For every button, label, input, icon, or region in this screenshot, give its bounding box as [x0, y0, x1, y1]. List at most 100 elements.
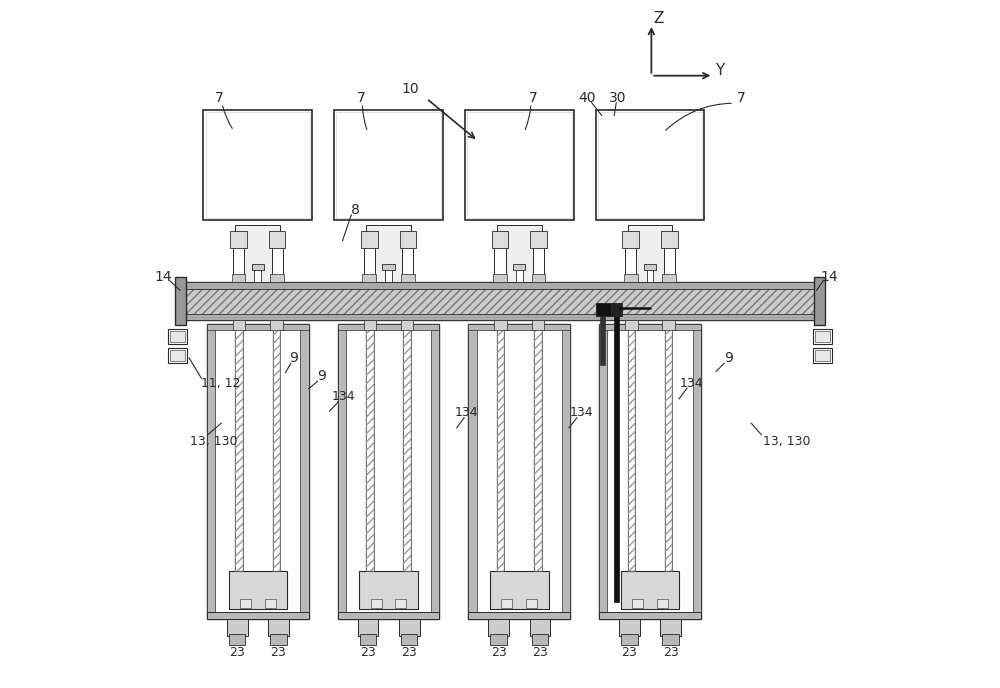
Bar: [272, 233, 283, 282]
Bar: [168, 348, 187, 363]
Bar: [395, 599, 406, 608]
Bar: [273, 321, 280, 571]
Bar: [229, 571, 287, 609]
Bar: [813, 348, 832, 363]
Text: Z: Z: [653, 11, 663, 26]
Bar: [401, 274, 415, 282]
Bar: [815, 350, 830, 361]
Bar: [371, 599, 382, 608]
Bar: [497, 225, 542, 282]
Bar: [468, 324, 477, 619]
Bar: [622, 230, 639, 248]
Bar: [647, 268, 653, 282]
Bar: [644, 264, 656, 270]
Bar: [665, 321, 672, 571]
Text: 9: 9: [724, 351, 733, 365]
Bar: [530, 619, 550, 636]
Bar: [614, 305, 619, 602]
Bar: [534, 321, 542, 571]
Bar: [662, 320, 675, 330]
Bar: [403, 321, 411, 571]
Bar: [206, 112, 310, 218]
Bar: [599, 324, 701, 619]
Bar: [233, 233, 244, 282]
Bar: [497, 321, 504, 571]
Text: 30: 30: [609, 91, 626, 105]
Text: 7: 7: [736, 91, 745, 105]
Bar: [338, 324, 346, 619]
Bar: [493, 274, 507, 282]
Bar: [532, 320, 544, 330]
Bar: [235, 321, 243, 571]
Bar: [338, 612, 439, 619]
Bar: [207, 324, 309, 330]
Bar: [360, 634, 376, 645]
Bar: [468, 324, 570, 330]
Bar: [625, 233, 636, 282]
Bar: [598, 112, 702, 218]
Bar: [252, 264, 264, 270]
Bar: [814, 277, 825, 325]
Text: 40: 40: [579, 91, 596, 105]
Bar: [233, 320, 245, 330]
Bar: [269, 230, 285, 248]
Bar: [625, 320, 638, 330]
Text: 23: 23: [491, 646, 506, 658]
Bar: [362, 274, 376, 282]
Text: 134: 134: [569, 407, 593, 419]
Bar: [624, 274, 638, 282]
Bar: [338, 324, 439, 330]
Bar: [599, 612, 701, 619]
Bar: [265, 599, 276, 608]
Bar: [599, 324, 701, 330]
Bar: [180, 282, 820, 289]
Bar: [170, 331, 185, 342]
Bar: [431, 324, 439, 619]
Bar: [400, 230, 416, 248]
Text: 10: 10: [402, 83, 419, 96]
Bar: [364, 320, 376, 330]
Bar: [366, 321, 374, 571]
Bar: [358, 619, 378, 636]
Text: 11, 12: 11, 12: [201, 377, 241, 389]
Text: 9: 9: [317, 369, 326, 383]
Text: 8: 8: [351, 203, 360, 217]
Bar: [465, 110, 574, 220]
Text: 134: 134: [455, 407, 479, 419]
Bar: [468, 612, 570, 619]
Bar: [611, 303, 622, 316]
Bar: [619, 619, 640, 636]
Bar: [661, 230, 678, 248]
Bar: [273, 321, 280, 571]
Bar: [660, 619, 681, 636]
Bar: [513, 264, 525, 270]
Bar: [596, 303, 615, 316]
Bar: [662, 274, 676, 282]
Bar: [207, 324, 309, 619]
Bar: [501, 599, 512, 608]
Bar: [596, 110, 704, 220]
Bar: [467, 112, 572, 218]
Bar: [532, 634, 548, 645]
Text: 23: 23: [271, 646, 286, 658]
Bar: [364, 233, 375, 282]
Bar: [334, 110, 443, 220]
Text: 7: 7: [215, 91, 224, 105]
Bar: [207, 324, 215, 619]
Bar: [632, 599, 643, 608]
Bar: [232, 274, 245, 282]
Bar: [240, 599, 251, 608]
Bar: [562, 324, 570, 619]
Text: 23: 23: [621, 646, 637, 658]
Bar: [494, 233, 506, 282]
Bar: [359, 571, 418, 609]
Text: Y: Y: [716, 63, 725, 78]
Bar: [664, 233, 675, 282]
Bar: [402, 233, 413, 282]
Bar: [338, 324, 439, 619]
Text: 23: 23: [532, 646, 548, 658]
Bar: [665, 321, 672, 571]
Bar: [526, 599, 537, 608]
Bar: [180, 282, 820, 320]
Bar: [180, 314, 820, 320]
